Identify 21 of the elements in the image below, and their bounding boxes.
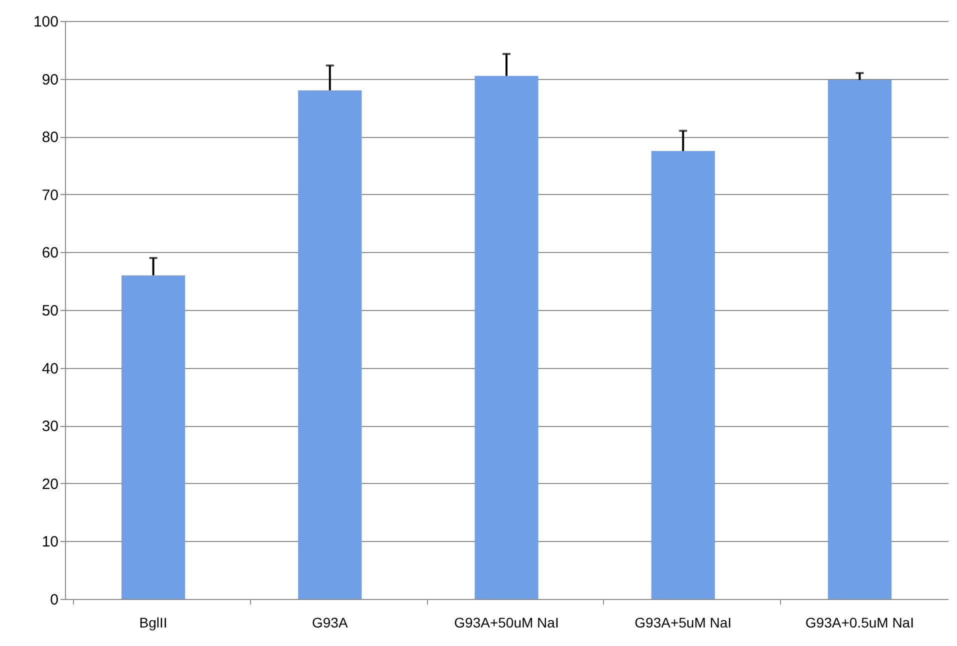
y-tick-label: 50	[42, 302, 58, 320]
bar	[298, 90, 362, 599]
bar	[828, 80, 892, 599]
y-tick-label: 30	[42, 418, 58, 436]
y-tick-label: 90	[42, 71, 58, 88]
y-tick-label: 70	[42, 186, 58, 204]
y-tick-label: 60	[42, 244, 58, 262]
bar	[474, 76, 538, 599]
y-tick-label: 40	[42, 360, 58, 378]
x-tick-label: G93A+5uM NaI	[634, 614, 732, 630]
y-tick-label: 80	[42, 129, 58, 146]
bar	[122, 275, 186, 599]
x-tick-label: BglII	[139, 614, 168, 630]
x-tick-label: G93A+0.5uM NaI	[805, 614, 914, 630]
y-tick-label: 100	[33, 14, 58, 30]
bar	[651, 151, 715, 599]
x-tick-label: G93A+50uM NaI	[454, 614, 559, 630]
y-tick-label: 0	[50, 592, 58, 608]
y-tick-label: 20	[42, 476, 58, 493]
y-tick-label: 10	[42, 534, 58, 551]
x-tick-label: G93A	[312, 614, 348, 630]
